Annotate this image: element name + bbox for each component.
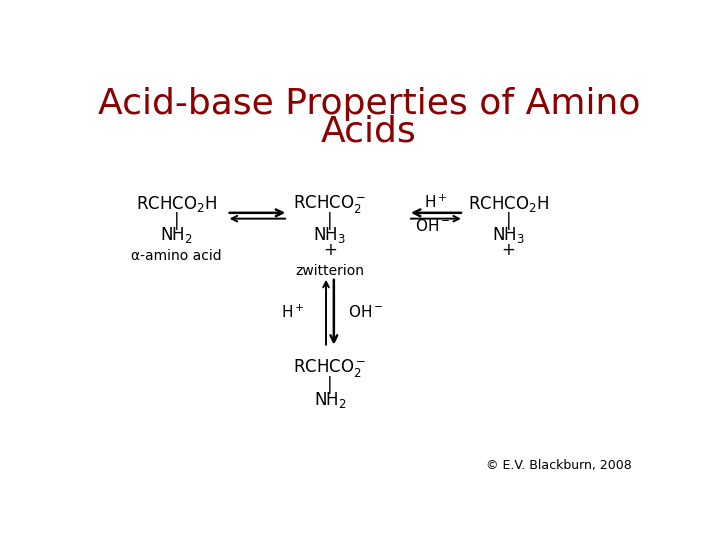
Text: NH$_2$: NH$_2$	[160, 225, 193, 245]
Text: NH$_2$: NH$_2$	[314, 390, 346, 410]
Text: NH$_3$: NH$_3$	[313, 225, 346, 245]
Text: +: +	[502, 241, 516, 259]
Text: OH$^-$: OH$^-$	[415, 218, 451, 234]
Text: RCHCO$_2^-$: RCHCO$_2^-$	[293, 357, 366, 379]
Text: RCHCO$_2^-$: RCHCO$_2^-$	[293, 193, 366, 215]
Text: NH$_3$: NH$_3$	[492, 225, 525, 245]
Text: |: |	[327, 212, 333, 230]
Text: Acids: Acids	[321, 114, 417, 148]
Text: H$^+$: H$^+$	[282, 303, 305, 321]
Text: H$^+$: H$^+$	[424, 193, 448, 211]
Text: |: |	[327, 376, 333, 394]
Text: |: |	[174, 212, 179, 230]
Text: |: |	[505, 212, 511, 230]
Text: α-amino acid: α-amino acid	[131, 249, 222, 263]
Text: Acid-base Properties of Amino: Acid-base Properties of Amino	[98, 87, 640, 122]
Text: OH$^-$: OH$^-$	[348, 304, 383, 320]
Text: RCHCO$_2$H: RCHCO$_2$H	[136, 194, 217, 214]
Text: RCHCO$_2$H: RCHCO$_2$H	[468, 194, 549, 214]
Text: zwitterion: zwitterion	[295, 264, 364, 278]
Text: © E.V. Blackburn, 2008: © E.V. Blackburn, 2008	[485, 460, 631, 472]
Text: +: +	[323, 241, 337, 259]
